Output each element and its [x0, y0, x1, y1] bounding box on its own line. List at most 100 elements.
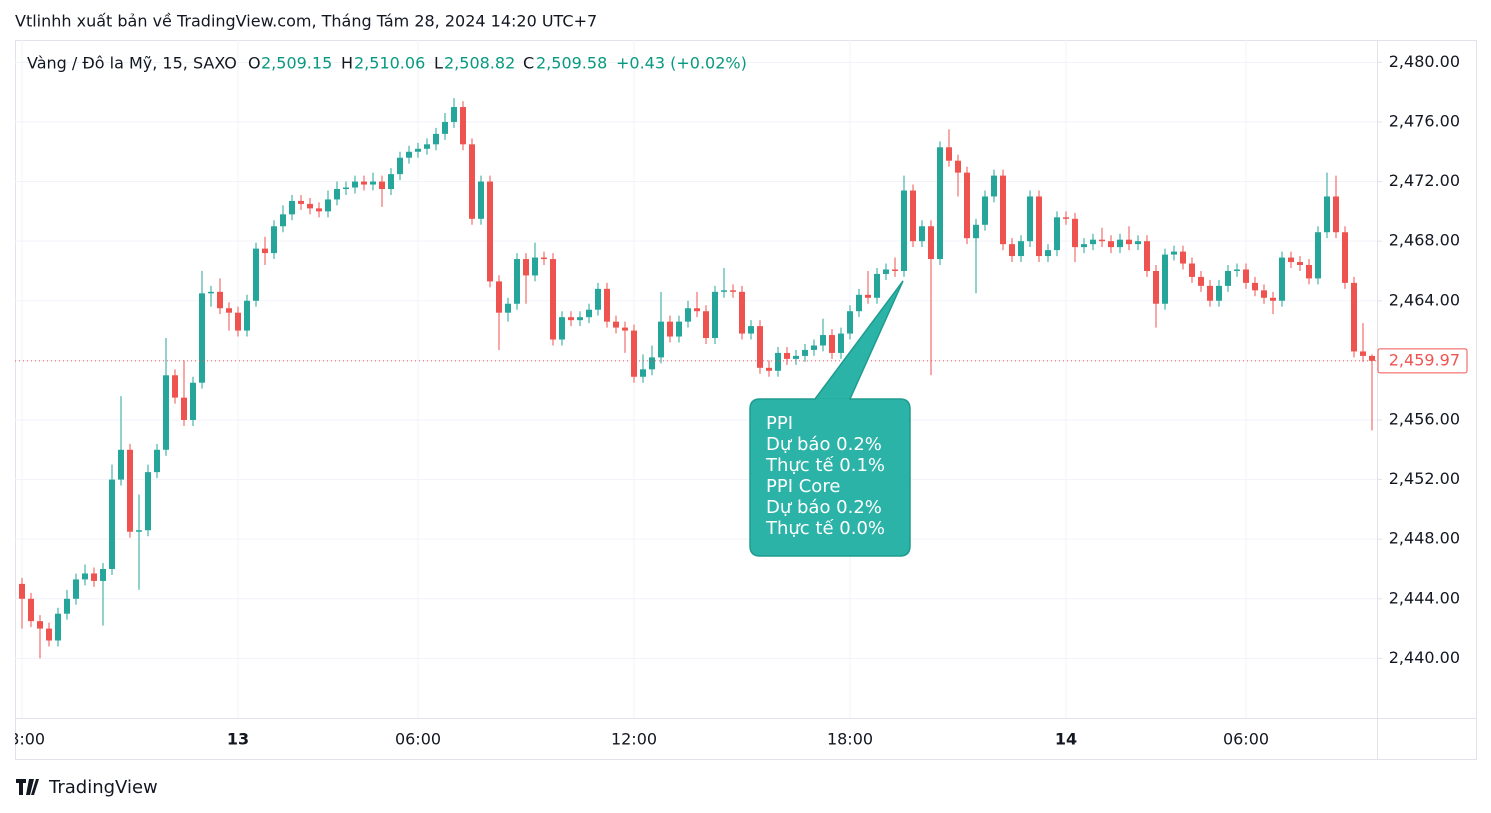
- candle-body: [451, 107, 457, 122]
- candle-body: [316, 208, 322, 212]
- y-tick-label: 2,464.00: [1389, 290, 1460, 309]
- candle-body: [586, 309, 592, 318]
- x-tick-label: 06:00: [395, 730, 441, 749]
- candle-body: [1189, 263, 1195, 277]
- callout-line: Dự báo 0.2%: [766, 497, 882, 518]
- candle-body: [802, 349, 808, 356]
- time-axis: 18:00 13 06:00 12:00 18:00 14 06:00: [15, 730, 1269, 749]
- candle-body: [424, 144, 430, 149]
- candle-body: [226, 308, 232, 313]
- candle-body: [1252, 282, 1258, 291]
- candle-body: [442, 121, 448, 134]
- candle-body: [1135, 241, 1141, 245]
- footer: TradingView: [48, 777, 158, 798]
- candle-body: [766, 367, 772, 371]
- y-tick-label: 2,452.00: [1389, 469, 1460, 488]
- candle-body: [892, 269, 898, 271]
- candle-body: [217, 291, 223, 309]
- candle-body: [1324, 196, 1330, 233]
- logo-icon: [16, 779, 39, 795]
- candle-body: [577, 317, 583, 321]
- candle-body: [1180, 251, 1186, 264]
- candle-body: [1342, 232, 1348, 283]
- candle-body: [928, 226, 934, 260]
- candle-body: [280, 214, 286, 227]
- candle-body: [136, 530, 142, 532]
- candle-body: [874, 273, 880, 298]
- candle-body: [1117, 239, 1123, 248]
- candle-body: [838, 333, 844, 353]
- candle-body: [460, 107, 466, 145]
- h-label: H: [341, 54, 353, 73]
- l-value: 2,508.82: [444, 54, 515, 73]
- candle-body: [721, 290, 727, 292]
- candle-body: [19, 583, 25, 599]
- candle-body: [55, 613, 61, 641]
- candle-body: [550, 259, 556, 340]
- candle-body: [82, 573, 88, 580]
- price-axis: 2,440.00 2,444.00 2,448.00 2,452.00 2,456.00…: [1377, 52, 1468, 667]
- candle-body: [505, 303, 511, 313]
- candle-body: [712, 291, 718, 339]
- x-tick-label: 12:00: [611, 730, 657, 749]
- candle-body: [1027, 196, 1033, 242]
- price-label: 2,459.97: [1389, 350, 1460, 369]
- candle-body: [1288, 257, 1294, 263]
- candle-body: [919, 226, 925, 242]
- candle-body: [496, 281, 502, 313]
- candle-body: [982, 196, 988, 225]
- callout-line: PPI Core: [766, 476, 840, 497]
- candle-body: [307, 203, 313, 209]
- candle-body: [100, 568, 106, 581]
- candle-body: [559, 317, 565, 340]
- candle-body: [163, 375, 169, 450]
- symbol: Vàng / Đô la Mỹ, 15, SAXO: [27, 54, 237, 73]
- x-tick-label: 18:00: [827, 730, 873, 749]
- candle-body: [847, 311, 853, 334]
- candle-body: [1054, 217, 1060, 251]
- candle-body: [640, 369, 646, 377]
- candle-body: [1036, 196, 1042, 257]
- candle-body: [1162, 254, 1168, 304]
- candle-body: [784, 352, 790, 359]
- candle-body: [1333, 196, 1339, 233]
- candle-body: [1297, 262, 1303, 266]
- candle-body: [532, 257, 538, 276]
- o-label: O: [248, 54, 261, 73]
- legend: Vàng / Đô la Mỹ, 15, SAXO O 2,509.15 H 2…: [27, 54, 747, 73]
- candle-body: [190, 382, 196, 420]
- header: Vtlinhh xuất bản về TradingView.com, Thá…: [15, 12, 597, 31]
- candle-body: [433, 133, 439, 145]
- c-value: 2,509.58: [536, 54, 607, 73]
- candle-body: [964, 172, 970, 239]
- candle-body: [244, 300, 250, 331]
- candle-body: [883, 269, 889, 274]
- candle-body: [1099, 239, 1105, 242]
- candle-body: [901, 190, 907, 271]
- candle-body: [208, 291, 214, 294]
- candle-body: [658, 321, 664, 358]
- x-tick-label: 13: [227, 730, 249, 749]
- candle-body: [487, 181, 493, 282]
- callout-line: PPI: [766, 413, 793, 434]
- candle-body: [820, 335, 826, 346]
- candle-body: [955, 160, 961, 173]
- candle-body: [91, 573, 97, 581]
- candle-body: [1306, 265, 1312, 279]
- candle-body: [370, 181, 376, 185]
- candle-body: [199, 293, 205, 383]
- candle-body: [181, 397, 187, 420]
- frame: [15, 40, 1477, 760]
- candle-body: [253, 248, 259, 301]
- candle-body: [811, 345, 817, 350]
- candle-body: [1261, 290, 1267, 298]
- candle-body: [775, 352, 781, 371]
- candle-body: [631, 330, 637, 377]
- candle-body: [667, 321, 673, 337]
- candles: [15, 98, 1377, 659]
- candle-body: [1279, 257, 1285, 301]
- candle-body: [1360, 351, 1366, 356]
- candle-body: [397, 157, 403, 175]
- candle-body: [541, 257, 547, 260]
